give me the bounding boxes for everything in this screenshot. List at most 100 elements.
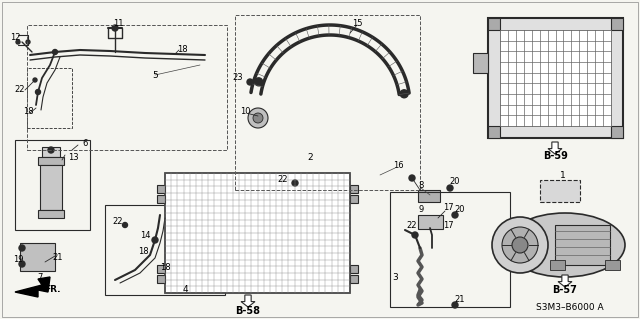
Circle shape bbox=[26, 40, 30, 44]
Ellipse shape bbox=[505, 213, 625, 277]
Bar bbox=[555, 225, 610, 265]
Text: 18: 18 bbox=[138, 248, 148, 256]
Text: 1: 1 bbox=[560, 170, 566, 180]
Text: 12: 12 bbox=[10, 33, 20, 42]
Text: 6: 6 bbox=[83, 138, 88, 147]
Bar bbox=[611, 126, 623, 138]
Bar bbox=[105, 205, 225, 295]
Circle shape bbox=[255, 78, 262, 86]
Text: 16: 16 bbox=[393, 160, 403, 169]
Text: 9: 9 bbox=[419, 205, 424, 214]
Bar bbox=[38, 157, 64, 165]
Circle shape bbox=[152, 237, 158, 243]
Bar bbox=[350, 265, 358, 273]
Polygon shape bbox=[558, 275, 572, 287]
Text: 22: 22 bbox=[407, 221, 417, 231]
Circle shape bbox=[247, 79, 253, 85]
Circle shape bbox=[48, 147, 54, 153]
Circle shape bbox=[122, 222, 127, 227]
Circle shape bbox=[112, 25, 118, 31]
Text: 3: 3 bbox=[392, 273, 398, 283]
Polygon shape bbox=[241, 295, 255, 307]
Text: 22: 22 bbox=[15, 85, 25, 94]
Text: 2: 2 bbox=[307, 153, 313, 162]
Text: 21: 21 bbox=[455, 295, 465, 305]
Bar bbox=[157, 185, 165, 193]
Bar bbox=[390, 192, 510, 307]
Text: 10: 10 bbox=[240, 108, 250, 116]
Bar bbox=[473, 53, 488, 73]
Text: 13: 13 bbox=[68, 152, 78, 161]
Text: 17: 17 bbox=[443, 204, 453, 212]
Text: 7: 7 bbox=[37, 273, 43, 283]
Bar bbox=[350, 195, 358, 203]
Circle shape bbox=[248, 108, 268, 128]
Polygon shape bbox=[548, 142, 562, 154]
Circle shape bbox=[409, 175, 415, 181]
Bar bbox=[15, 140, 90, 230]
Text: 20: 20 bbox=[450, 177, 460, 187]
Text: 15: 15 bbox=[352, 19, 362, 27]
Bar bbox=[157, 265, 165, 273]
Circle shape bbox=[33, 78, 37, 82]
Text: B-58: B-58 bbox=[236, 306, 260, 316]
Text: S3M3–B6000 A: S3M3–B6000 A bbox=[536, 303, 604, 313]
Circle shape bbox=[19, 261, 25, 267]
Text: 18: 18 bbox=[177, 46, 188, 55]
Text: 22: 22 bbox=[278, 175, 288, 184]
Circle shape bbox=[447, 185, 453, 191]
Bar bbox=[540, 180, 580, 202]
Text: 5: 5 bbox=[152, 70, 158, 79]
Bar bbox=[27, 68, 72, 128]
Bar bbox=[165, 173, 350, 293]
Circle shape bbox=[452, 302, 458, 308]
Bar bbox=[488, 18, 623, 138]
Circle shape bbox=[412, 232, 418, 238]
Bar bbox=[418, 215, 443, 229]
Text: B-59: B-59 bbox=[543, 151, 568, 161]
Text: 19: 19 bbox=[13, 256, 23, 264]
Circle shape bbox=[502, 227, 538, 263]
Bar bbox=[38, 210, 64, 218]
Bar bbox=[42, 147, 60, 157]
Bar bbox=[500, 30, 611, 126]
Circle shape bbox=[492, 217, 548, 273]
Text: 23: 23 bbox=[233, 73, 243, 83]
Bar bbox=[611, 18, 623, 30]
Bar bbox=[488, 126, 500, 138]
Circle shape bbox=[400, 90, 408, 98]
Text: 20: 20 bbox=[455, 205, 465, 214]
Bar bbox=[488, 18, 500, 30]
Polygon shape bbox=[15, 277, 50, 297]
Bar bbox=[605, 260, 620, 270]
Circle shape bbox=[19, 245, 25, 251]
Text: B-57: B-57 bbox=[552, 285, 577, 295]
Circle shape bbox=[292, 180, 298, 186]
Circle shape bbox=[35, 90, 40, 94]
Bar bbox=[550, 260, 565, 270]
Text: 21: 21 bbox=[52, 254, 63, 263]
Text: 14: 14 bbox=[140, 231, 150, 240]
Circle shape bbox=[512, 237, 528, 253]
Circle shape bbox=[253, 113, 263, 123]
Circle shape bbox=[452, 212, 458, 218]
Text: 17: 17 bbox=[443, 221, 453, 231]
Bar bbox=[40, 165, 62, 210]
Bar bbox=[157, 195, 165, 203]
Bar bbox=[235, 15, 420, 190]
Bar bbox=[350, 275, 358, 283]
Circle shape bbox=[52, 49, 58, 55]
Text: 4: 4 bbox=[182, 286, 188, 294]
Bar bbox=[27, 25, 227, 150]
Bar bbox=[20, 243, 55, 271]
Bar bbox=[418, 190, 440, 202]
Bar bbox=[350, 185, 358, 193]
Circle shape bbox=[16, 40, 20, 44]
Text: 18: 18 bbox=[22, 108, 33, 116]
Text: FR.: FR. bbox=[44, 286, 60, 294]
Bar bbox=[157, 275, 165, 283]
Text: 18: 18 bbox=[160, 263, 170, 272]
Text: 11: 11 bbox=[113, 19, 124, 28]
Text: 22: 22 bbox=[113, 218, 124, 226]
Text: 8: 8 bbox=[419, 181, 424, 189]
